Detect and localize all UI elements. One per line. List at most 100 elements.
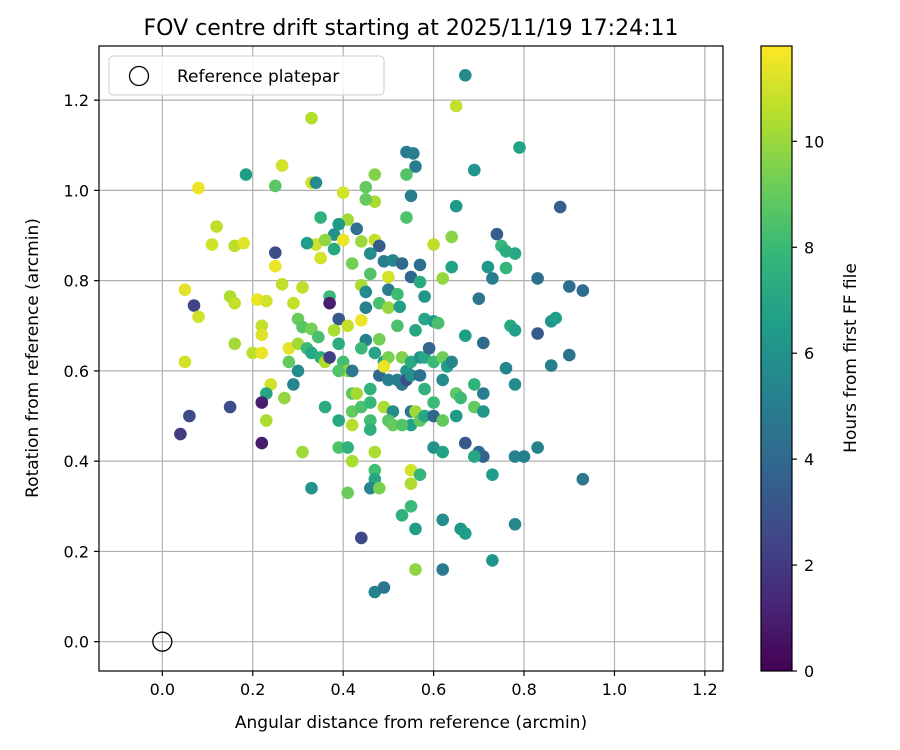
- y-axis-ticks: 0.0 0.2 0.4 0.6 0.8 1.0 1.2: [64, 91, 99, 652]
- data-point: [472, 292, 486, 306]
- colorbar-tick-label: 6: [804, 344, 814, 363]
- data-point: [513, 141, 526, 154]
- data-point: [449, 409, 463, 423]
- data-point: [409, 522, 422, 536]
- data-point: [350, 222, 364, 236]
- x-tick-label: 1.0: [602, 680, 627, 699]
- data-point: [395, 257, 409, 270]
- data-point: [341, 486, 355, 500]
- data-point: [178, 283, 192, 297]
- data-point: [332, 441, 346, 454]
- data-point: [393, 300, 407, 314]
- data-point: [436, 414, 450, 427]
- colorbar-label: Hours from first FF file: [841, 263, 861, 453]
- data-point: [318, 400, 332, 414]
- data-point: [449, 199, 463, 213]
- data-point: [549, 311, 562, 325]
- data-point: [436, 272, 450, 285]
- data-point: [309, 176, 323, 189]
- data-point: [364, 382, 377, 396]
- y-tick-label: 1.2: [64, 91, 89, 110]
- data-point: [336, 233, 350, 247]
- data-point: [382, 301, 395, 315]
- data-point: [400, 211, 413, 224]
- data-point: [192, 181, 205, 195]
- data-point: [377, 581, 391, 594]
- legend-box: [108, 55, 385, 96]
- data-point: [255, 319, 269, 333]
- data-point: [436, 513, 450, 527]
- data-point: [576, 472, 590, 486]
- data-point: [332, 414, 346, 427]
- data-point: [563, 348, 576, 362]
- data-point: [382, 373, 395, 387]
- colorbar-gradient: [760, 45, 793, 672]
- data-point: [459, 527, 472, 540]
- data-point: [332, 312, 346, 326]
- legend-open-circle-icon: [128, 65, 150, 87]
- data-point: [477, 450, 490, 463]
- data-point: [192, 310, 205, 324]
- data-point: [287, 296, 300, 310]
- data-point: [269, 179, 282, 193]
- data-point: [454, 391, 468, 405]
- reference-platepar-marker: [152, 631, 173, 652]
- data-point: [373, 481, 386, 495]
- data-point: [341, 319, 355, 333]
- x-tick-label: 0.8: [511, 680, 536, 699]
- data-point: [314, 251, 327, 265]
- data-point: [508, 518, 522, 531]
- data-point: [508, 324, 522, 337]
- data-point: [544, 359, 558, 372]
- data-point: [486, 554, 499, 567]
- data-point: [404, 500, 418, 513]
- data-point: [422, 342, 436, 355]
- colorbar: 0 2 4 6 8 10 Hours from first FF file: [760, 45, 861, 681]
- data-point: [287, 378, 300, 391]
- data-point: [255, 396, 269, 409]
- y-tick-label: 0.4: [64, 452, 89, 471]
- data-point: [395, 509, 409, 522]
- data-point: [205, 238, 219, 251]
- data-point: [237, 236, 250, 250]
- data-point: [282, 355, 296, 369]
- y-tick-label: 1.0: [64, 181, 89, 200]
- data-point: [300, 236, 314, 250]
- chart-title: FOV centre drift starting at 2025/11/19 …: [144, 16, 679, 41]
- data-point: [445, 230, 459, 244]
- data-point: [312, 330, 325, 344]
- data-point: [359, 180, 373, 194]
- colorbar-tick-label: 0: [804, 662, 814, 681]
- legend-label: Reference platepar: [177, 67, 339, 87]
- data-point: [355, 531, 368, 545]
- data-point: [210, 220, 223, 233]
- data-point: [223, 400, 237, 414]
- data-point: [468, 450, 481, 463]
- data-point: [468, 378, 481, 391]
- data-point: [187, 299, 201, 312]
- data-point: [427, 238, 440, 251]
- data-point: [291, 364, 305, 378]
- data-point: [296, 445, 309, 459]
- data-point: [183, 409, 196, 423]
- reference-marker-layer: [152, 631, 173, 652]
- data-point: [305, 481, 318, 495]
- data-point: [409, 563, 422, 576]
- data-point: [553, 200, 567, 214]
- data-point: [459, 436, 472, 450]
- data-point: [355, 235, 368, 248]
- data-point: [486, 272, 499, 285]
- data-point: [368, 445, 382, 459]
- data-point: [377, 360, 391, 373]
- data-point: [563, 280, 576, 293]
- data-point: [341, 441, 355, 454]
- data-point: [508, 450, 522, 463]
- data-point: [477, 336, 490, 350]
- data-point: [436, 373, 450, 387]
- colorbar-ticks: 0 2 4 6 8 10: [792, 132, 824, 681]
- data-point: [368, 346, 382, 360]
- x-tick-label: 0.0: [150, 680, 175, 699]
- data-point: [239, 168, 253, 181]
- data-point: [228, 296, 241, 310]
